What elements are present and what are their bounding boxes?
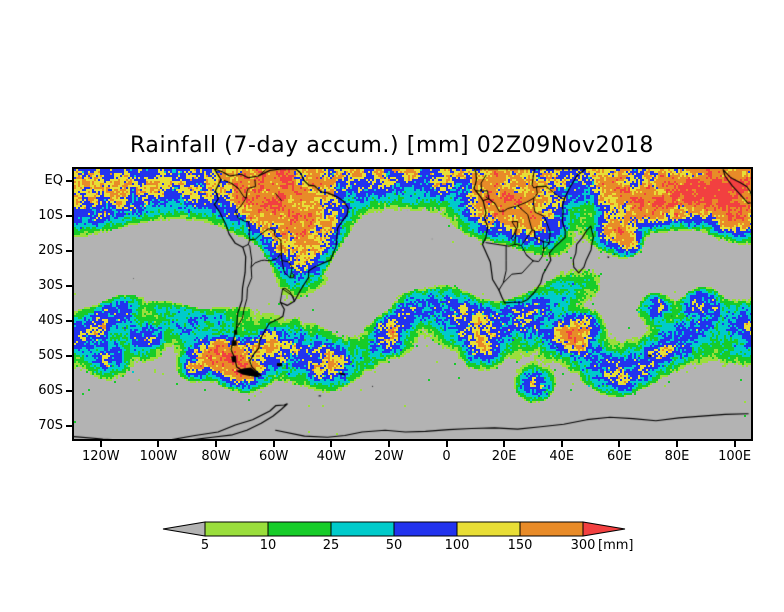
y-tick-label: 70S [38, 418, 63, 434]
x-tick-label: 20E [491, 449, 517, 464]
colorbar-units-label: [mm] [598, 538, 634, 553]
y-tick-mark [66, 320, 72, 323]
colorbar-swatch [393, 521, 458, 537]
y-tick-mark [66, 355, 72, 358]
x-tick-mark [272, 441, 275, 447]
x-tick-label: 80W [201, 449, 231, 464]
colorbar-tick-label: 300 [570, 538, 596, 553]
y-tick-mark [66, 285, 72, 288]
page-title: Rainfall (7-day accum.) [mm] 02Z09Nov201… [130, 133, 654, 158]
x-tick-label: 100W [139, 449, 178, 464]
y-tick-mark [66, 425, 72, 428]
x-tick-mark [445, 441, 448, 447]
y-tick-mark [66, 180, 72, 183]
colorbar-high-arrow [582, 521, 626, 537]
colorbar-tick-label: 100 [444, 538, 470, 553]
x-tick-mark [560, 441, 563, 447]
x-tick-label: 40W [316, 449, 346, 464]
x-tick-mark [99, 441, 102, 447]
x-tick-label: 60W [258, 449, 289, 464]
y-tick-label: 20S [38, 243, 63, 259]
x-tick-mark [215, 441, 218, 447]
x-tick-mark [387, 441, 390, 447]
colorbar-tick-label: 5 [200, 538, 210, 553]
colorbar-swatch [267, 521, 332, 537]
y-tick-label: 10S [38, 208, 63, 224]
y-tick-label: EQ [44, 173, 63, 189]
x-tick-label: 20W [374, 449, 404, 464]
colorbar-swatch [330, 521, 395, 537]
map-plot-area[interactable] [72, 167, 753, 441]
x-tick-label: 80E [664, 449, 690, 464]
x-tick-mark [157, 441, 160, 447]
colorbar-swatch [519, 521, 584, 537]
colorbar-tick-label: 150 [507, 538, 533, 553]
x-tick-mark [503, 441, 506, 447]
y-tick-label: 50S [38, 348, 63, 364]
x-tick-label: 100E [718, 449, 752, 464]
x-tick-label: 0 [442, 449, 451, 464]
y-tick-label: 40S [38, 313, 63, 329]
colorbar-swatch [456, 521, 521, 537]
y-tick-label: 60S [38, 383, 63, 399]
x-tick-label: 60E [606, 449, 632, 464]
y-tick-mark [66, 215, 72, 218]
colorbar-swatch [204, 521, 269, 537]
colorbar-tick-label: 25 [322, 538, 340, 553]
colorbar[interactable]: [mm] 5 10 25 50 100 150 300 [0, 518, 784, 570]
y-tick-mark [66, 390, 72, 393]
y-tick-mark [66, 250, 72, 253]
x-tick-mark [733, 441, 736, 447]
colorbar-tick-label: 50 [385, 538, 403, 553]
x-tick-mark [330, 441, 333, 447]
colorbar-swatches [162, 521, 626, 537]
x-tick-label: 120W [81, 449, 120, 464]
colorbar-tick-label: 10 [259, 538, 277, 553]
y-tick-label: 30S [38, 278, 63, 294]
x-tick-mark [675, 441, 678, 447]
coastline-overlay [74, 169, 751, 439]
colorbar-low-arrow [162, 521, 206, 537]
x-tick-mark [618, 441, 621, 447]
x-tick-label: 40E [549, 449, 575, 464]
